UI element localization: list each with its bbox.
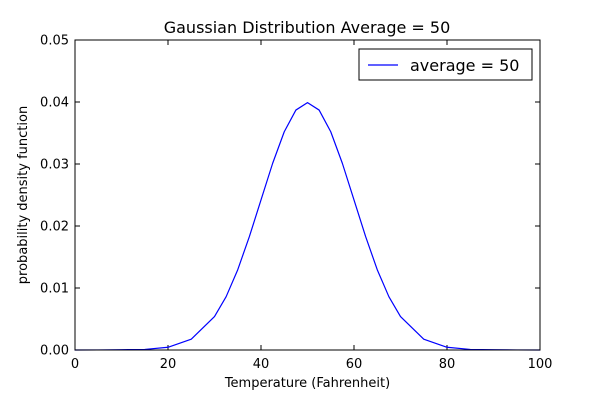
legend-label-average-50: average = 50 [410,56,519,75]
x-axis-label: Temperature (Fahrenheit) [224,376,390,391]
axis-ticks: 0 20 40 60 80 100 0.00 0.01 0.02 0.03 0.04 0.05 [40,34,552,373]
x-tick-label: 40 [253,357,270,372]
y-tick-label: 0.05 [40,34,69,49]
chart-title: Gaussian Distribution Average = 50 [164,18,451,37]
x-tick-label: 20 [160,357,177,372]
y-tick-label: 0.03 [40,158,69,173]
y-tick-label: 0.02 [40,220,69,235]
x-tick-label: 100 [528,357,553,372]
series-line-average-50 [74,102,541,351]
y-tick-label: 0.01 [40,282,69,297]
x-tick-label: 80 [439,357,456,372]
y-axis-label: probability density function [16,106,31,284]
series-group [74,102,541,351]
legend: average = 50 [358,48,533,81]
x-tick-label: 60 [346,357,363,372]
plot-frame [74,39,541,351]
y-tick-label: 0.00 [40,344,69,359]
y-tick-label: 0.04 [40,96,69,111]
x-tick-label: 0 [71,357,79,372]
